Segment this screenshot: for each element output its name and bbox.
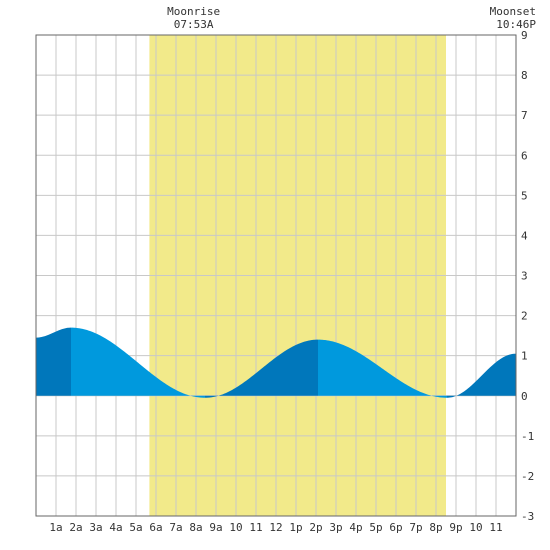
y-tick-label: -3: [521, 510, 534, 523]
y-tick-label: 3: [521, 270, 528, 283]
tide-area-falling: [71, 327, 205, 398]
tide-area-layer: [36, 327, 516, 398]
y-tick-label: 1: [521, 350, 528, 363]
axis-labels-layer: 1a 2a 3a 4a 5a 6a 7a 8a 9a 10 11 12 1p 2p 3p 4p 5p 6p 7p 8p…: [49, 29, 534, 534]
x-tick-label: 11: [489, 521, 502, 534]
moonset-time: 10:46P: [496, 18, 536, 31]
x-tick-label: 2p: [309, 521, 322, 534]
grid-layer: [36, 35, 516, 516]
x-tick-label: 10: [469, 521, 482, 534]
x-tick-label: 7a: [169, 521, 182, 534]
moonrise-label: Moonrise: [167, 5, 220, 18]
x-tick-label: 3p: [329, 521, 342, 534]
plot-border: [35, 34, 517, 517]
y-tick-label: 5: [521, 189, 528, 202]
moonrise-time: 07:53A: [174, 18, 214, 31]
y-tick-label: 2: [521, 310, 528, 323]
tide-area-falling: [318, 339, 447, 398]
x-tick-label: 1a: [49, 521, 62, 534]
x-tick-label: 4p: [349, 521, 362, 534]
x-tick-label: 3a: [89, 521, 102, 534]
x-tick-label: 9p: [449, 521, 462, 534]
x-tick-label: 12: [269, 521, 282, 534]
y-tick-label: -2: [521, 470, 534, 483]
x-tick-label: 6a: [149, 521, 162, 534]
x-tick-label: 5p: [369, 521, 382, 534]
tide-area-rising: [447, 353, 516, 398]
x-tick-label: 5a: [129, 521, 142, 534]
y-tick-label: 0: [521, 390, 528, 403]
y-tick-label: 8: [521, 69, 528, 82]
tide-area-rising: [36, 327, 71, 396]
x-tick-label: 1p: [289, 521, 302, 534]
y-tick-label: 6: [521, 149, 528, 162]
x-tick-label: 10: [229, 521, 242, 534]
x-tick-label: 11: [249, 521, 262, 534]
x-tick-label: 8a: [189, 521, 202, 534]
x-tick-label: 2a: [69, 521, 82, 534]
tide-area-rising: [205, 339, 318, 398]
x-tick-label: 9a: [209, 521, 222, 534]
x-tick-label: 4a: [109, 521, 122, 534]
x-tick-label: 6p: [389, 521, 402, 534]
y-tick-label: 4: [521, 229, 528, 242]
y-tick-label: 9: [521, 29, 528, 42]
y-tick-label: -1: [521, 430, 534, 443]
moon-labels: Moonrise 07:53A Moonset 10:46P: [167, 5, 536, 31]
x-tick-label: 7p: [409, 521, 422, 534]
x-tick-label: 8p: [429, 521, 442, 534]
y-tick-label: 7: [521, 109, 528, 122]
moonset-label: Moonset: [490, 5, 536, 18]
